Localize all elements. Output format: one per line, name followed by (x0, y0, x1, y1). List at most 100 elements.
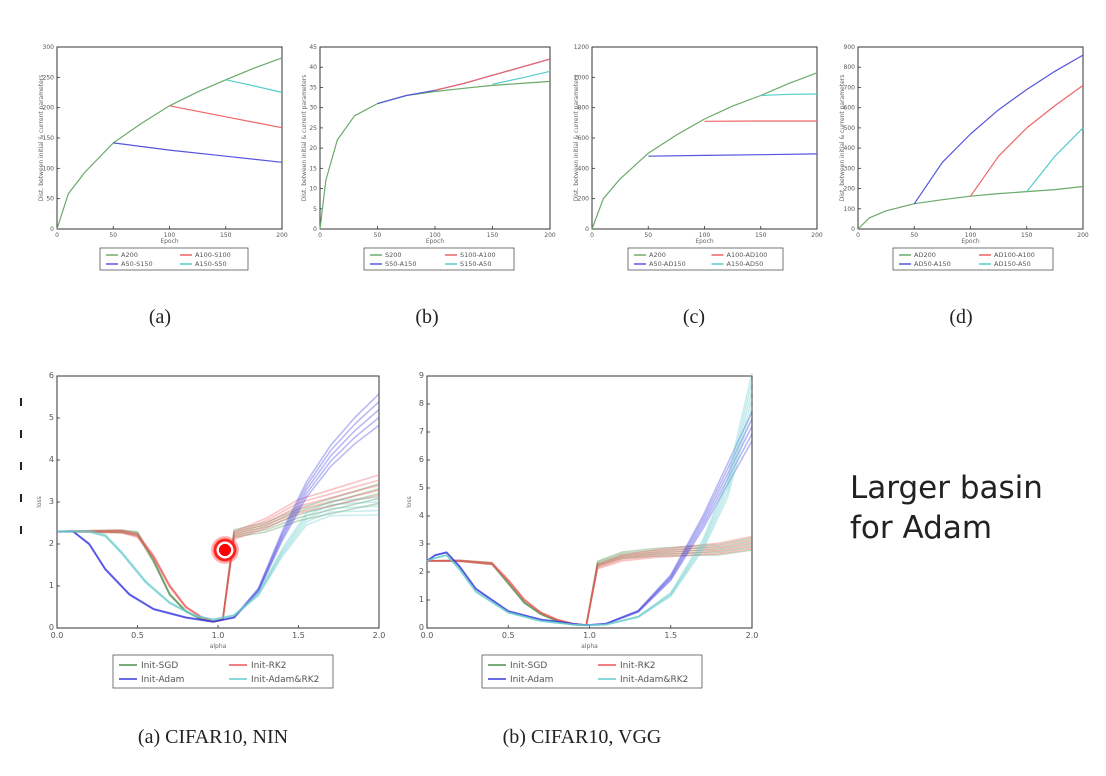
x-tick-label: 100 (965, 232, 977, 239)
series-line-init-rk2 (56, 474, 380, 623)
x-axis-label: Epoch (426, 238, 445, 245)
series-line-init-rk2 (56, 479, 380, 623)
series-line-init-sgd (426, 546, 753, 626)
x-tick-label: 0.0 (51, 631, 64, 640)
legend-entry: A50-AD150 (649, 260, 686, 268)
y-tick-label: 700 (844, 84, 856, 91)
y-tick-label: 0 (49, 623, 54, 632)
series-line-init-adam (56, 401, 380, 623)
legend-entry: AD100-A100 (994, 251, 1035, 259)
legend: Init-SGD Init-RK2 Init-Adam Init-Adam&RK2 (481, 654, 703, 689)
x-tick-label: 50 (644, 232, 652, 239)
series-line-init-adam-rk2 (426, 381, 753, 626)
legend-entry: A200 (649, 251, 666, 259)
y-tick-label: 50 (46, 196, 54, 203)
y-tick-label: 0 (585, 226, 589, 233)
legend-entry: A50-S150 (121, 260, 153, 268)
series-line-init-rk2 (56, 494, 380, 623)
legend-entry: A150-S50 (195, 260, 227, 268)
legend: AD200 AD100-A100 AD50-A150 AD150-A50 (892, 247, 1054, 271)
slide-note-line-1: Larger basin (850, 470, 1043, 506)
series-line-init-adam-rk2 (426, 406, 753, 627)
x-tick-label: 50 (109, 232, 117, 239)
series-line-init-rk2 (426, 547, 753, 627)
y-tick-label: 800 (578, 105, 590, 112)
series-line-init-adam-rk2 (56, 509, 380, 621)
y-tick-label: 1200 (574, 44, 589, 51)
y-axis-label: Dist. between initial & current paramete… (301, 75, 308, 202)
y-tick-label: 8 (419, 399, 424, 408)
y-tick-label: 25 (309, 125, 317, 132)
y-tick-label: 100 (844, 206, 856, 213)
edge-mark (20, 462, 22, 470)
y-tick-label: 0 (419, 623, 424, 632)
pointer-highlight-icon (211, 536, 239, 564)
series-line-init-adam (56, 393, 380, 623)
edge-mark (20, 494, 22, 502)
x-tick-label: 150 (1021, 232, 1033, 239)
x-tick-label: 1.0 (212, 631, 225, 640)
legend-entry: Init-RK2 (251, 661, 287, 671)
series-line-init-adam (426, 418, 753, 626)
x-tick-label: 0.5 (131, 631, 144, 640)
y-tick-label: 5 (313, 206, 317, 213)
slide-note-line-2: for Adam (850, 510, 993, 546)
series-line-init-rk2 (426, 538, 753, 626)
y-tick-label: 2 (419, 567, 424, 576)
y-tick-label: 800 (844, 64, 856, 71)
series-line-init-adam-rk2 (426, 389, 753, 626)
series-line-init-rk2 (426, 544, 753, 626)
series-line-init-adam-rk2 (426, 372, 753, 626)
chart-caption: (a) (149, 306, 171, 328)
x-tick-label: 100 (164, 232, 176, 239)
y-tick-label: 900 (844, 44, 856, 51)
series-line-init-sgd (56, 502, 380, 623)
legend-entry: Init-Adam&RK2 (251, 675, 319, 685)
x-axis-label: Epoch (961, 238, 980, 245)
x-tick-label: 1.5 (664, 631, 677, 640)
chart-caption: (b) (415, 306, 438, 328)
series-line-s150-a50 (492, 70, 551, 85)
series-line-init-adam-rk2 (426, 398, 753, 626)
x-axis-label: alpha (210, 643, 227, 650)
chart-4: 0 50 100 150 200 0 100 200 300 400 500 600 700 800 900… (839, 44, 1089, 328)
legend-entry: Init-Adam (141, 675, 184, 685)
y-tick-label: 400 (578, 165, 590, 172)
legend-entry: S200 (385, 251, 402, 259)
legend-entry: Init-Adam&RK2 (620, 675, 688, 685)
y-tick-label: 4 (49, 455, 54, 464)
x-tick-label: 2.0 (746, 631, 759, 640)
series-line-init-adam (56, 424, 380, 623)
y-tick-label: 1 (419, 595, 424, 604)
x-tick-label: 0 (55, 232, 59, 239)
x-tick-label: 200 (811, 232, 823, 239)
y-tick-label: 45 (309, 44, 317, 51)
x-tick-label: 0 (318, 232, 322, 239)
plot-frame (591, 46, 818, 230)
series-line-a200 (591, 72, 818, 230)
y-tick-label: 15 (309, 165, 317, 172)
y-axis-label: loss (406, 496, 413, 508)
legend-entry: A100-S100 (195, 251, 231, 259)
legend-entry: S100-A100 (460, 251, 496, 259)
y-tick-label: 5 (49, 413, 54, 422)
chart-caption: (b) CIFAR10, VGG (503, 726, 662, 748)
legend-box (99, 247, 249, 271)
legend-entry: Init-SGD (510, 661, 547, 671)
x-tick-label: 0 (590, 232, 594, 239)
legend-entry: A100-AD100 (727, 251, 768, 259)
legend-box (892, 247, 1054, 271)
chart-1: 0 50 100 150 200 0 50 100 150 200 250 300 Epoch Dist.… (38, 44, 288, 328)
series-line-a150-ad50 (760, 93, 818, 97)
edge-mark (20, 526, 22, 534)
x-tick-label: 50 (374, 232, 382, 239)
legend-box (627, 247, 784, 271)
x-tick-label: 50 (910, 232, 918, 239)
series-line-a200 (56, 57, 283, 230)
legend-entry: A200 (121, 251, 138, 259)
x-tick-label: 2.0 (373, 631, 386, 640)
y-tick-label: 6 (49, 371, 54, 380)
x-axis-label: Epoch (160, 238, 179, 245)
